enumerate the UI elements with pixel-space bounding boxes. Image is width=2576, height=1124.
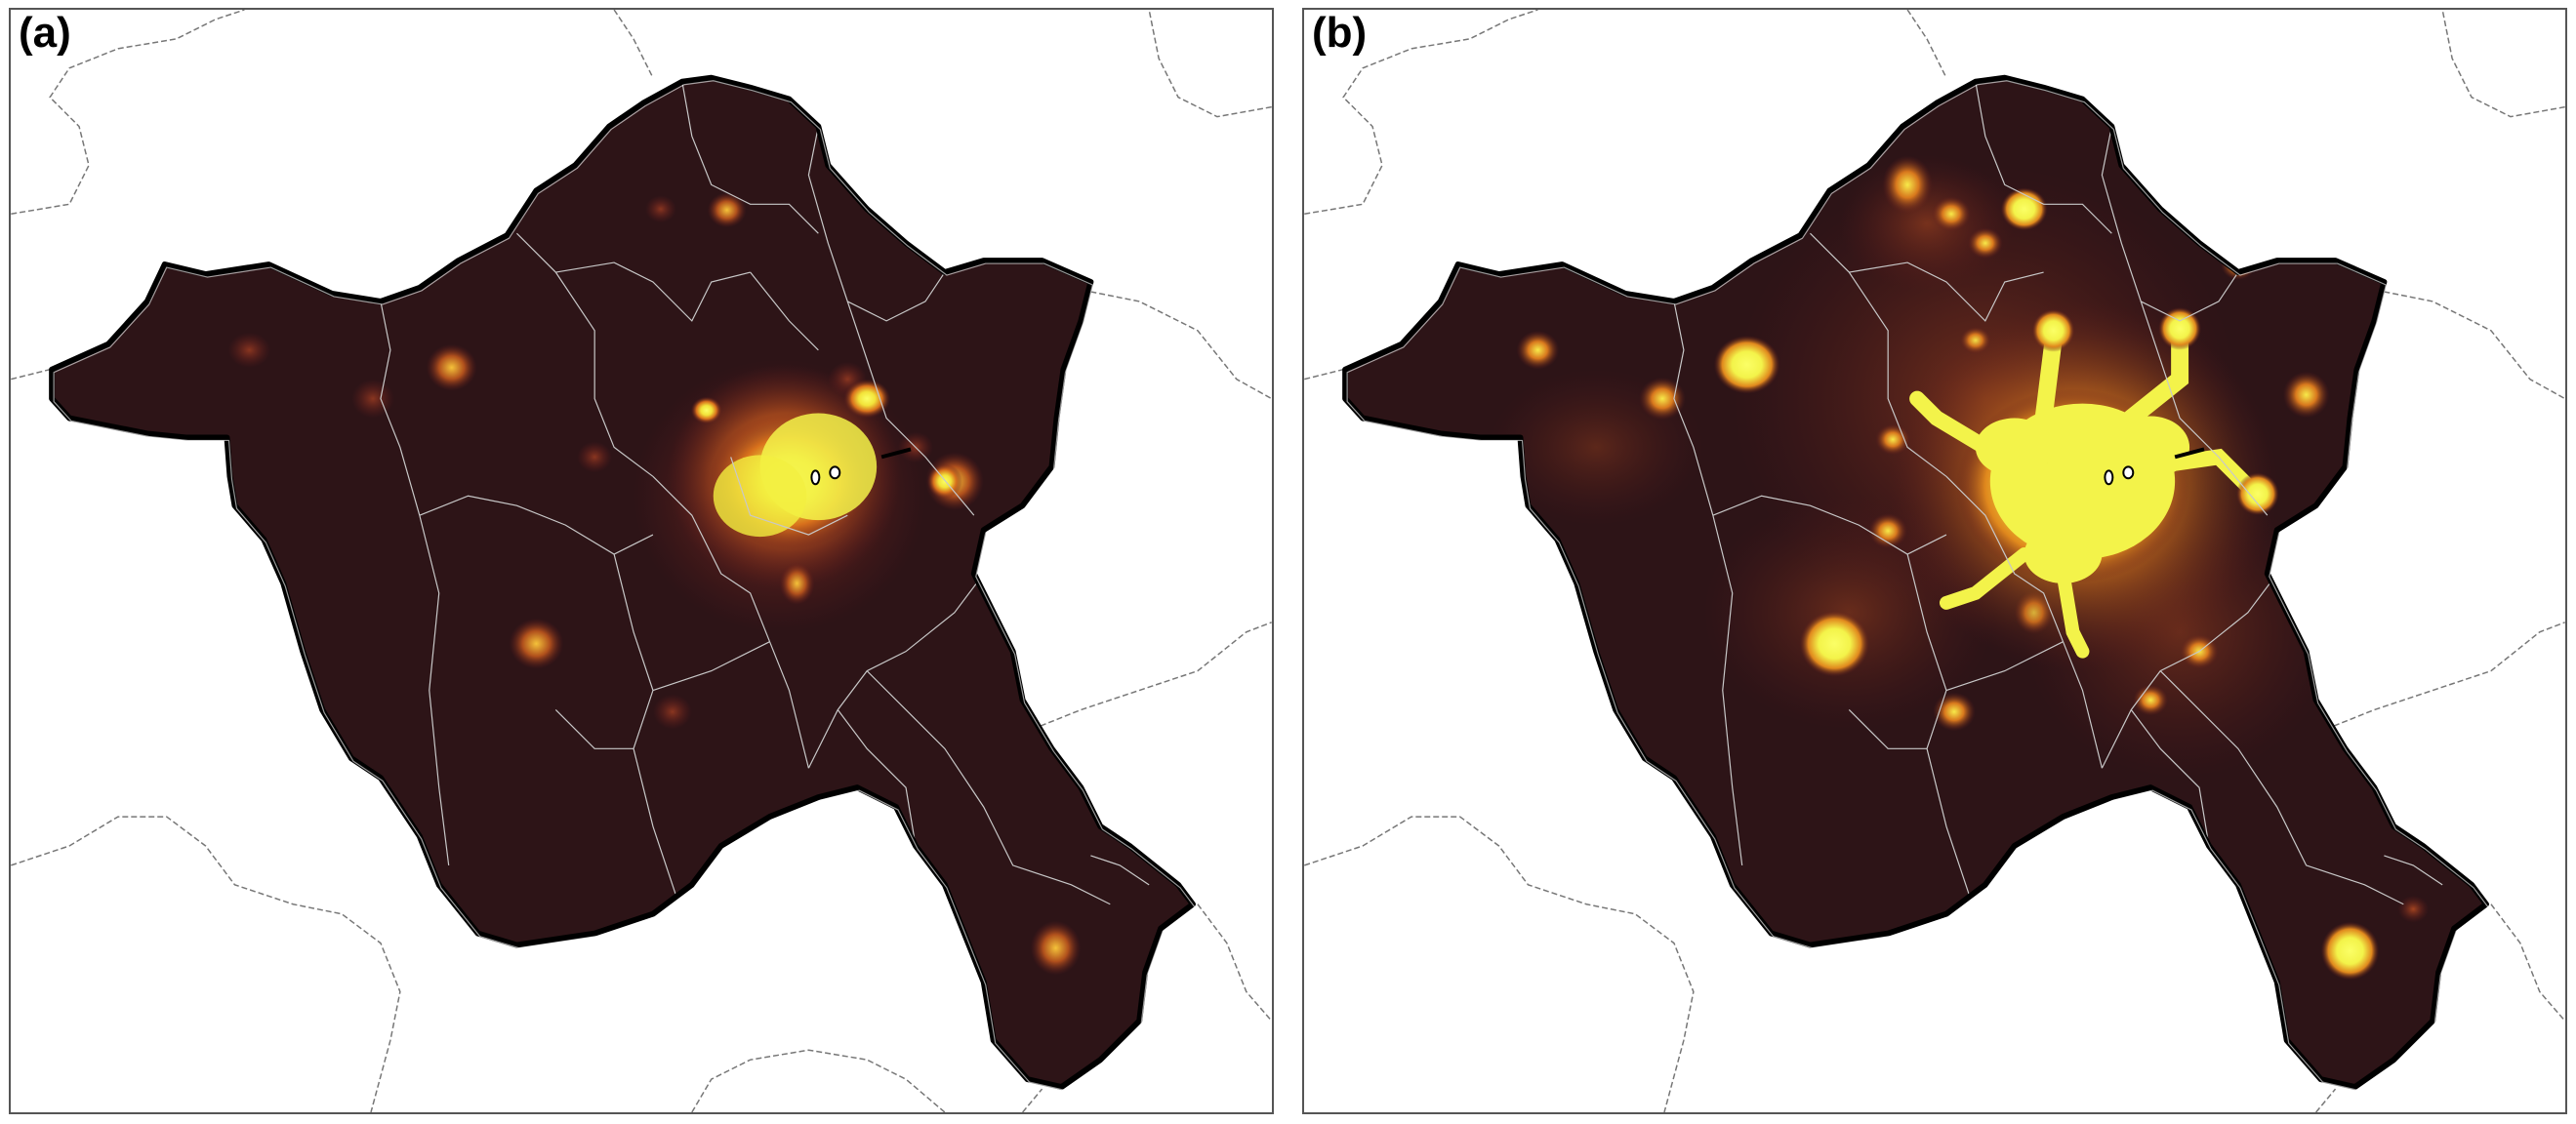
panel-label-b: (b) — [1312, 9, 1368, 57]
reservoir-icon — [880, 447, 912, 460]
lake-icon — [2122, 465, 2135, 480]
province-area — [52, 77, 1193, 1088]
neighbor-boundaries — [11, 10, 1272, 1112]
night-light-map-a — [11, 10, 1272, 1112]
neighbor-boundaries — [1304, 10, 2565, 1112]
night-light-map-b — [1304, 10, 2565, 1112]
map-panel-a: (a) — [9, 8, 1274, 1114]
light-intensity — [1489, 155, 2430, 981]
map-panel-b: (b) — [1302, 8, 2567, 1114]
district-boundaries — [380, 81, 1150, 943]
lake-icon — [829, 465, 841, 480]
panel-label-a: (a) — [19, 9, 71, 57]
reservoir-icon — [2174, 447, 2205, 460]
lake-icon — [2104, 469, 2114, 486]
district-boundaries — [1673, 81, 2443, 943]
light-intensity — [227, 192, 1082, 976]
lake-icon — [810, 469, 821, 486]
